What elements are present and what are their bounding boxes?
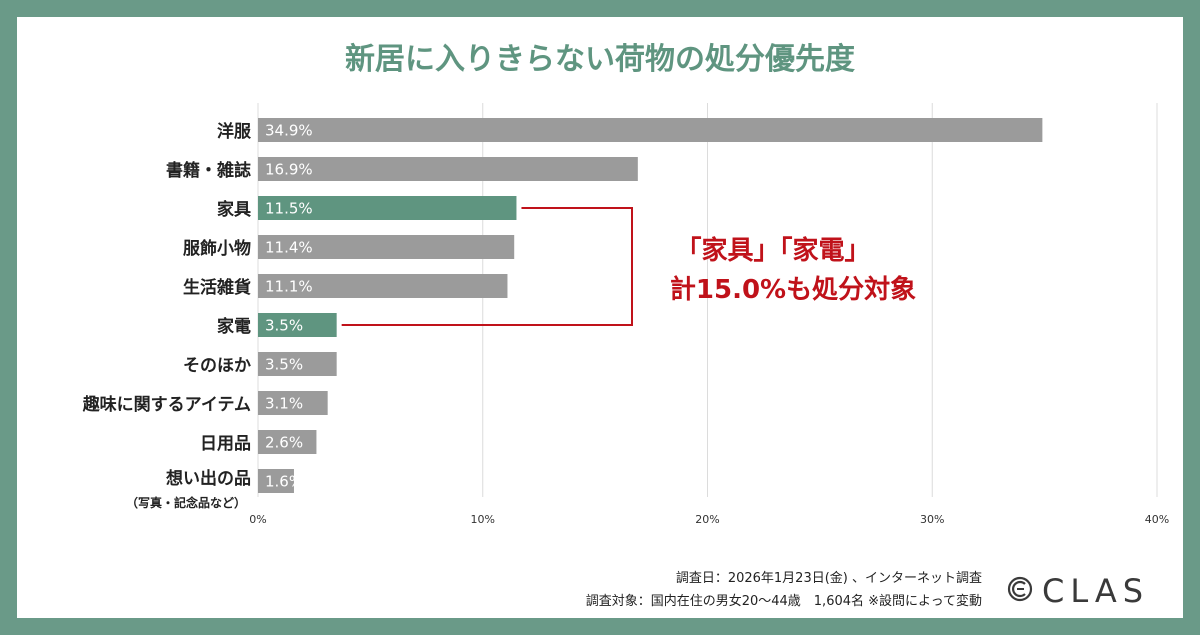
chart-title: 新居に入りきらない荷物の処分優先度 xyxy=(345,42,855,77)
x-tick-label: 20% xyxy=(695,513,719,526)
bar-4 xyxy=(258,235,515,259)
source-survey-date: 調査日：2026年1月23日(金) 、インターネット調査 xyxy=(676,570,982,586)
bar-2 xyxy=(258,157,638,181)
bar-value-label: 3.1% xyxy=(265,395,303,413)
bar-8 xyxy=(258,391,328,415)
category-label: 家具 xyxy=(217,199,251,220)
chart-card: 新居に入りきらない荷物の処分優先度 34.9% 16.9% 11.5% 11.4% 11… xyxy=(17,17,1183,618)
category-label: 想い出の品 xyxy=(166,468,251,489)
bar-1 xyxy=(258,118,1043,142)
bar-value-label: 11.4% xyxy=(265,239,313,257)
source-survey-target: 調査対象：国内在住の男女20〜44歳 1,604名 ※設問によって変動 xyxy=(586,593,982,609)
clas-logo-icon xyxy=(1007,576,1033,602)
category-label: 服飾小物 xyxy=(183,238,251,259)
category-label: そのほか xyxy=(183,356,251,376)
x-tick-label: 40% xyxy=(1145,513,1169,526)
brand-name: CLAS xyxy=(1042,572,1149,610)
bar-9 xyxy=(258,430,317,454)
x-tick-labels: 0% 10% 20% 30% 40% xyxy=(249,513,1169,526)
category-note: （写真・記念品など） xyxy=(126,495,246,510)
bar-value-label: 3.5% xyxy=(265,356,303,374)
bar-6 xyxy=(258,313,337,337)
category-labels: 洋服書籍・雑誌家具服飾小物生活雑貨家電そのほか趣味に関するアイテム日用品想い出の… xyxy=(82,121,252,510)
category-label: 日用品 xyxy=(200,434,251,454)
bar-value-label: 3.5% xyxy=(265,317,303,335)
bar-value-label: 2.6% xyxy=(265,434,303,452)
annotation: 「家具」「家電」 計15.0%も処分対象 xyxy=(341,207,916,326)
category-label: 洋服 xyxy=(217,121,252,142)
bar-chart: 新居に入りきらない荷物の処分優先度 34.9% 16.9% 11.5% 11.4% 11… xyxy=(82,42,1170,610)
bars: 34.9% 16.9% 11.5% 11.4% 11.1% 3.5% 3.5% 3.1% 2.6… xyxy=(258,118,1043,493)
bar-10 xyxy=(258,469,294,493)
x-tick-label: 0% xyxy=(249,513,266,526)
bar-value-label: 34.9% xyxy=(265,122,313,140)
bar-3 xyxy=(258,196,517,220)
category-label: 家電 xyxy=(217,316,251,337)
category-label: 趣味に関するアイテム xyxy=(82,394,251,415)
annotation-line-1: 「家具」「家電」 xyxy=(675,235,870,266)
annotation-line-2: 計15.0%も処分対象 xyxy=(670,274,916,305)
category-label: 書籍・雑誌 xyxy=(166,160,251,181)
bar-value-label: 11.1% xyxy=(265,278,313,296)
bar-value-label: 11.5% xyxy=(265,200,313,218)
bar-value-label: 16.9% xyxy=(265,161,313,179)
x-tick-label: 30% xyxy=(920,513,944,526)
x-tick-label: 10% xyxy=(471,513,495,526)
bar-5 xyxy=(258,274,508,298)
bar-7 xyxy=(258,352,337,376)
annotation-bracket xyxy=(341,207,633,326)
category-label: 生活雑貨 xyxy=(183,277,251,298)
bar-value-label: 1.6% xyxy=(265,473,303,491)
